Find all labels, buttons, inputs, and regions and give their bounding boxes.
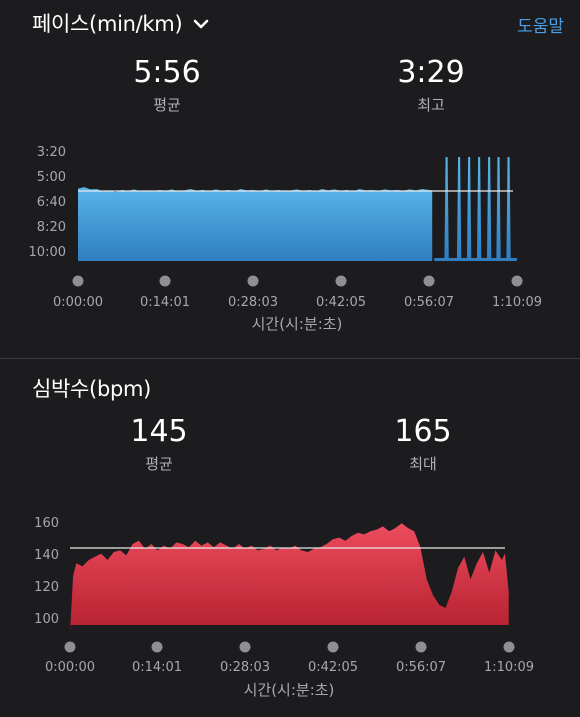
chart-area <box>78 187 433 261</box>
section-divider <box>0 358 580 359</box>
x-tick-label: 0:42:05 <box>308 660 358 675</box>
chart-spike <box>506 157 511 261</box>
pace-title-dropdown[interactable]: 페이스(min/km) <box>32 8 210 38</box>
x-tick-label: 1:10:09 <box>484 660 534 675</box>
x-tick-label: 0:56:07 <box>396 660 446 675</box>
y-tick-label: 8:20 <box>37 220 66 235</box>
chart-spike <box>486 157 492 261</box>
pace-max-stat: 3:29 최고 <box>361 56 501 115</box>
pace-average-value: 5:56 <box>133 55 201 90</box>
pace-chart[interactable]: 3:20 5:00 6:40 8:20 10:00 0:00:00 0:14:01 0:28:… <box>0 138 580 338</box>
x-tick-label: 1:10:09 <box>492 295 542 310</box>
x-axis-title: 시간(시:분:초) <box>244 681 335 699</box>
y-tick-label: 10:00 <box>29 245 66 260</box>
pace-max-value: 3:29 <box>397 55 465 90</box>
chart-spike <box>466 157 472 261</box>
chart-baseline <box>434 258 517 261</box>
y-tick-label: 140 <box>34 548 59 563</box>
hr-max-value: 165 <box>394 414 452 449</box>
hr-chart-svg: 160 140 120 100 0:00:00 0:14:01 0:28:03 0:42:05… <box>34 516 534 699</box>
x-tick-dot <box>239 641 251 653</box>
y-tick-label: 100 <box>34 612 59 627</box>
x-tick-label: 0:56:07 <box>404 295 454 310</box>
hr-average-label: 평균 <box>145 455 173 473</box>
x-axis-title: 시간(시:분:초) <box>252 315 343 333</box>
chart-spike <box>476 157 482 261</box>
x-tick-dot <box>503 641 515 653</box>
pace-chart-svg: 3:20 5:00 6:40 8:20 10:00 0:00:00 0:14:01 0:28:… <box>29 145 543 333</box>
x-tick-label: 0:00:00 <box>53 295 103 310</box>
pace-average-label: 평균 <box>153 96 181 114</box>
x-tick-label: 0:14:01 <box>140 295 190 310</box>
x-tick-dot <box>415 641 427 653</box>
x-tick-label: 0:28:03 <box>228 295 278 310</box>
y-tick-label: 6:40 <box>37 195 66 210</box>
x-tick-dot <box>159 275 171 287</box>
x-tick-dot <box>335 275 347 287</box>
y-tick-label: 160 <box>34 516 59 531</box>
x-tick-label: 0:14:01 <box>132 660 182 675</box>
hr-chart[interactable]: 160 140 120 100 0:00:00 0:14:01 0:28:03 0:42:05… <box>0 509 580 709</box>
chart-area <box>70 523 509 632</box>
chart-spike <box>496 157 501 261</box>
x-tick-label: 0:42:05 <box>316 295 366 310</box>
y-tick-label: 5:00 <box>37 170 66 185</box>
x-tick-label: 0:28:03 <box>220 660 270 675</box>
hr-max-stat: 165 최대 <box>353 415 493 474</box>
x-tick-dot <box>247 275 259 287</box>
hr-max-label: 최대 <box>409 455 437 473</box>
chevron-down-icon <box>192 14 210 32</box>
y-tick-label: 3:20 <box>37 145 66 160</box>
chart-spike <box>444 157 449 261</box>
heart-rate-section: 심박수(bpm) 145 평균 165 최대 160 140 120 100 0:00:… <box>0 359 580 717</box>
x-tick-dot <box>72 275 84 287</box>
pace-section: 페이스(min/km) 도움말 5:56 평균 3:29 최고 3:20 5:00… <box>0 0 580 358</box>
x-tick-dot <box>511 275 523 287</box>
x-tick-dot <box>151 641 163 653</box>
pace-average-stat: 5:56 평균 <box>97 56 237 115</box>
help-link[interactable]: 도움말 <box>517 17 564 37</box>
x-tick-dot <box>423 275 435 287</box>
hr-average-value: 145 <box>130 414 188 449</box>
x-tick-label: 0:00:00 <box>45 660 95 675</box>
x-tick-dot <box>327 641 339 653</box>
pace-max-label: 최고 <box>417 96 445 114</box>
hr-title: 심박수(bpm) <box>32 377 152 401</box>
pace-title: 페이스(min/km) <box>32 12 183 36</box>
x-tick-dot <box>64 641 76 653</box>
y-tick-label: 120 <box>34 580 59 595</box>
chart-spike <box>456 157 462 261</box>
hr-average-stat: 145 평균 <box>89 415 229 474</box>
